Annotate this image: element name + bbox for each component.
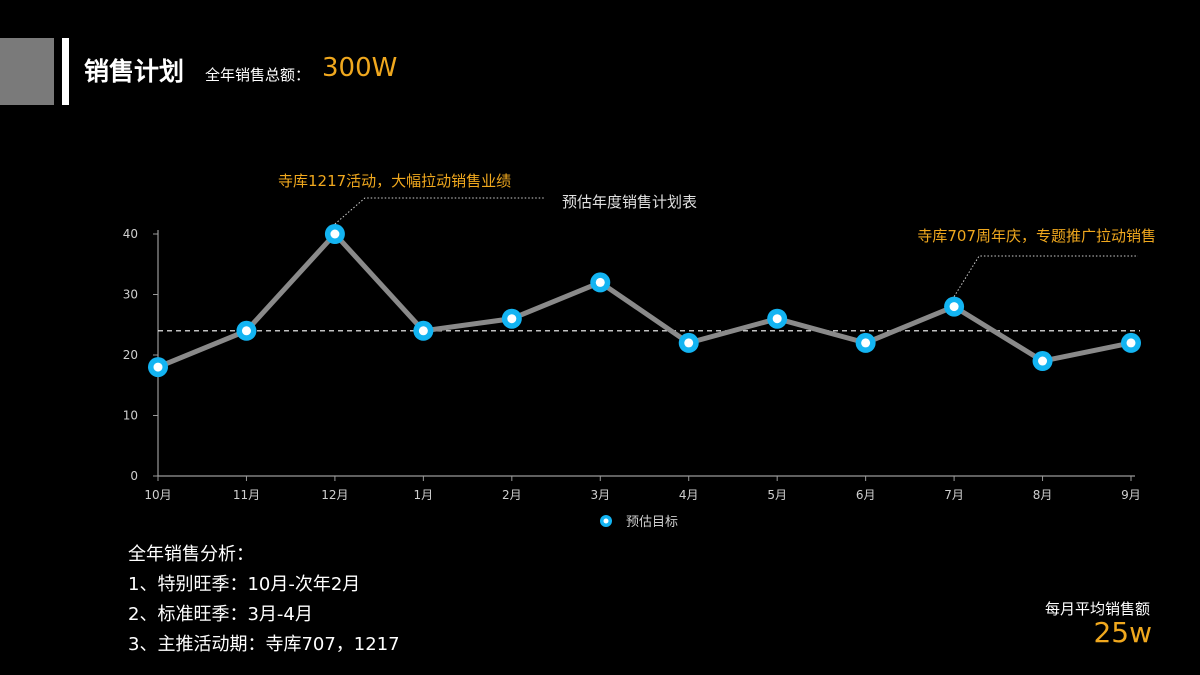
- data-point-inner: [418, 326, 428, 336]
- data-point: [236, 320, 257, 341]
- monthly-average-label: 每月平均销售额: [1044, 600, 1150, 618]
- legend-marker-inner: [603, 518, 609, 524]
- x-tick-label: 12月: [321, 488, 348, 502]
- y-tick-label: 0: [130, 469, 138, 483]
- page-title: 销售计划: [84, 57, 185, 86]
- annotation-text-2: 寺库707周年庆，专题推广拉动销售: [917, 227, 1156, 245]
- chart-legend: 预估目标: [600, 515, 678, 530]
- monthly-average-value: 25w: [1093, 616, 1152, 649]
- x-tick-label: 2月: [502, 488, 522, 502]
- data-point-inner: [861, 338, 871, 348]
- data-point: [944, 296, 965, 317]
- data-point: [678, 332, 699, 353]
- y-tick-label: 40: [123, 227, 138, 241]
- x-tick-label: 8月: [1033, 488, 1053, 502]
- chart-axes: 0 10 20 30 40 10月 11月 12月 1月 2月 3月 4月 5月 6月 7月 8月 9月: [123, 227, 1141, 502]
- x-tick-label: 4月: [679, 488, 699, 502]
- analysis-block: 全年销售分析： 1、特别旺季：10月-次年2月 2、标准旺季：3月-4月 3、主…: [128, 540, 400, 660]
- data-point: [855, 332, 876, 353]
- chart-title: 预估年度销售计划表: [562, 193, 697, 211]
- data-point-inner: [153, 362, 163, 372]
- x-tick-label: 3月: [590, 488, 610, 502]
- data-point: [1032, 351, 1053, 372]
- total-sales-value: 300W: [322, 53, 398, 83]
- annotation-leader-2: [953, 255, 1138, 297]
- analysis-heading: 全年销售分析：: [128, 544, 254, 565]
- data-point: [1121, 332, 1141, 353]
- y-tick-label: 30: [123, 288, 138, 302]
- data-point-inner: [330, 229, 340, 239]
- data-point-inner: [1038, 356, 1048, 366]
- series-markers: [148, 224, 1141, 378]
- x-tick-label: 7月: [944, 488, 964, 502]
- data-point-inner: [772, 314, 782, 324]
- analysis-item-3: 3、主推活动期：寺库707，1217: [128, 634, 400, 655]
- data-point: [148, 357, 168, 378]
- data-point: [767, 308, 788, 329]
- x-tick-label: 10月: [144, 488, 171, 502]
- legend-label: 预估目标: [626, 515, 678, 530]
- y-tick-label: 10: [123, 409, 138, 423]
- x-tick-label: 5月: [767, 488, 787, 502]
- x-tick-label: 9月: [1121, 488, 1141, 502]
- data-point: [413, 320, 434, 341]
- data-point: [324, 224, 345, 244]
- data-point-inner: [241, 326, 251, 336]
- x-tick-label: 1月: [414, 488, 434, 502]
- data-point-inner: [949, 302, 959, 312]
- data-point-inner: [595, 277, 605, 287]
- data-point-inner: [1126, 338, 1136, 348]
- y-tick-label: 20: [123, 348, 138, 362]
- data-point: [501, 308, 522, 329]
- analysis-item-2: 2、标准旺季：3月-4月: [128, 604, 313, 625]
- data-point: [590, 272, 611, 293]
- series-line-path: [157, 231, 1132, 370]
- annotation-leader-1: [334, 197, 545, 225]
- annotation-text-1: 寺库1217活动，大幅拉动销售业绩: [278, 172, 511, 190]
- analysis-item-1: 1、特别旺季：10月-次年2月: [128, 574, 361, 595]
- header-accent-bar: [62, 38, 69, 105]
- x-tick-label: 6月: [856, 488, 876, 502]
- chart-annotations: 预估年度销售计划表 寺库1217活动，大幅拉动销售业绩寺库707周年庆，专题推广拉…: [278, 172, 1156, 297]
- data-point-inner: [684, 338, 694, 348]
- header-gray-block: [0, 38, 54, 105]
- total-sales-label: 全年销售总额：: [205, 66, 311, 84]
- data-point-inner: [507, 314, 517, 324]
- x-tick-label: 11月: [233, 488, 260, 502]
- series-line: [157, 231, 1132, 370]
